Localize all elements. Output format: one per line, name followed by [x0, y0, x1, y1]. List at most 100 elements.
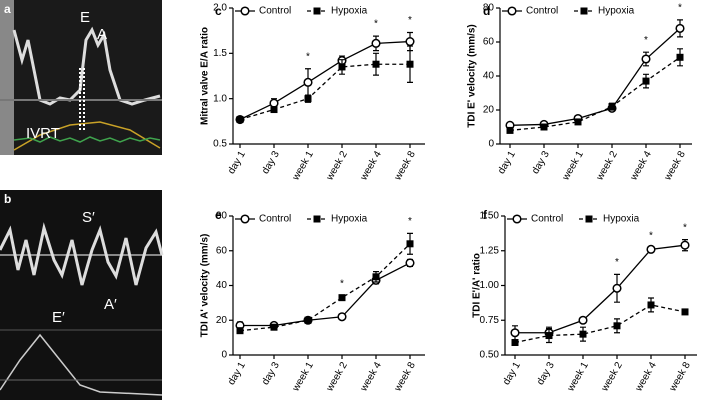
series-line: [240, 262, 411, 327]
series-line: [514, 304, 686, 344]
y-tick-label: 0: [221, 350, 227, 361]
data-point: [236, 116, 244, 124]
y-tick-label: 80: [216, 211, 228, 222]
data-point: [338, 294, 346, 302]
series-line: [515, 244, 686, 334]
significance-mark: *: [374, 19, 378, 30]
data-point: [574, 118, 582, 126]
data-point: [304, 95, 312, 103]
data-point: [405, 36, 415, 47]
data-point: [337, 312, 347, 322]
data-point: [338, 63, 346, 71]
data-point: [675, 23, 685, 33]
data-point: [578, 315, 588, 325]
y-tick-label: 0.5: [213, 139, 227, 150]
significance-mark: *: [649, 231, 653, 242]
significance-mark: *: [306, 51, 310, 62]
series-line: [239, 40, 411, 121]
panel-letter: c: [215, 4, 222, 18]
x-tick-label: day 1: [501, 360, 523, 387]
legend-label: Control: [259, 6, 291, 17]
legend-label: Control: [259, 214, 291, 225]
data-point: [646, 244, 656, 254]
x-tick-label: day 3: [260, 360, 282, 387]
data-point: [642, 77, 650, 85]
data-point: [647, 301, 655, 309]
data-point: [372, 60, 380, 68]
y-tick-label: 40: [216, 280, 228, 291]
data-point: [270, 323, 278, 331]
y-tick-label: 80: [483, 3, 495, 14]
data-point: [269, 98, 279, 108]
y-tick-label: 20: [483, 105, 495, 116]
x-tick-label: week 8: [667, 360, 693, 394]
x-tick-label: week 2: [599, 360, 625, 394]
legend-marker: [585, 215, 593, 223]
data-point: [236, 327, 244, 335]
y-tick-label: 0.75: [480, 315, 500, 326]
x-tick-label: week 1: [560, 149, 586, 183]
data-point: [676, 53, 684, 61]
x-tick-label: week 1: [290, 149, 316, 183]
x-tick-label: week 4: [358, 360, 384, 394]
data-point: [303, 77, 313, 87]
x-tick-label: week 4: [358, 149, 384, 183]
y-tick-label: 60: [216, 245, 228, 256]
legend-label: Hypoxia: [603, 214, 640, 225]
data-point: [270, 106, 278, 114]
series-line: [509, 56, 681, 132]
y-tick-label: 1.25: [480, 245, 500, 256]
y-tick-label: 2.0: [213, 3, 227, 14]
x-tick-label: week 1: [290, 360, 316, 394]
significance-mark: *: [408, 216, 412, 227]
data-point: [608, 103, 616, 111]
data-point: [540, 123, 548, 131]
y-tick-label: 1.00: [480, 280, 500, 291]
image-label: IVRT: [26, 125, 60, 142]
legend-marker: [313, 7, 321, 15]
y-tick-label: 1.50: [480, 211, 500, 222]
y-axis-label: TDI E' velocity (mm/s): [467, 24, 478, 128]
x-tick-label: day 3: [535, 360, 557, 387]
x-tick-label: week 2: [594, 149, 620, 183]
x-tick-label: week 8: [662, 149, 688, 183]
image-label: E: [80, 9, 90, 26]
y-tick-label: 60: [483, 37, 495, 48]
significance-mark: *: [615, 257, 619, 268]
series-line: [509, 27, 681, 126]
legend-label: Control: [531, 214, 563, 225]
series-line: [239, 243, 411, 332]
data-point: [372, 273, 380, 281]
legend-label: Hypoxia: [598, 6, 635, 17]
data-point: [681, 308, 689, 316]
data-point: [579, 330, 587, 338]
image-label: E′: [52, 309, 65, 326]
legend-label: Hypoxia: [331, 214, 368, 225]
y-axis-label: TDI A' velocity (mm/s): [200, 234, 211, 338]
data-point: [613, 322, 621, 330]
data-point: [405, 258, 415, 268]
data-point: [641, 54, 651, 64]
x-tick-label: week 4: [628, 149, 654, 183]
y-axis-label: TDI E'/A' ratio: [472, 253, 483, 318]
legend-marker: [313, 215, 321, 223]
significance-mark: *: [683, 222, 687, 233]
x-tick-label: week 8: [392, 149, 418, 183]
image-label: S′: [82, 209, 95, 226]
x-tick-label: week 2: [324, 149, 350, 183]
data-point: [304, 316, 312, 324]
image-label: A: [97, 26, 107, 43]
y-tick-label: 40: [483, 71, 495, 82]
series-line: [239, 63, 410, 121]
x-tick-label: week 1: [565, 360, 591, 394]
significance-mark: *: [408, 15, 412, 26]
y-axis-label: Mitral valve E/A ratio: [200, 27, 211, 125]
x-tick-label: day 1: [226, 360, 248, 387]
data-point: [506, 126, 514, 134]
data-point: [680, 240, 690, 250]
legend-marker: [512, 214, 522, 224]
y-tick-label: 0: [488, 139, 494, 150]
panel-letter: d: [483, 4, 490, 18]
y-tick-label: 1.5: [213, 48, 227, 59]
